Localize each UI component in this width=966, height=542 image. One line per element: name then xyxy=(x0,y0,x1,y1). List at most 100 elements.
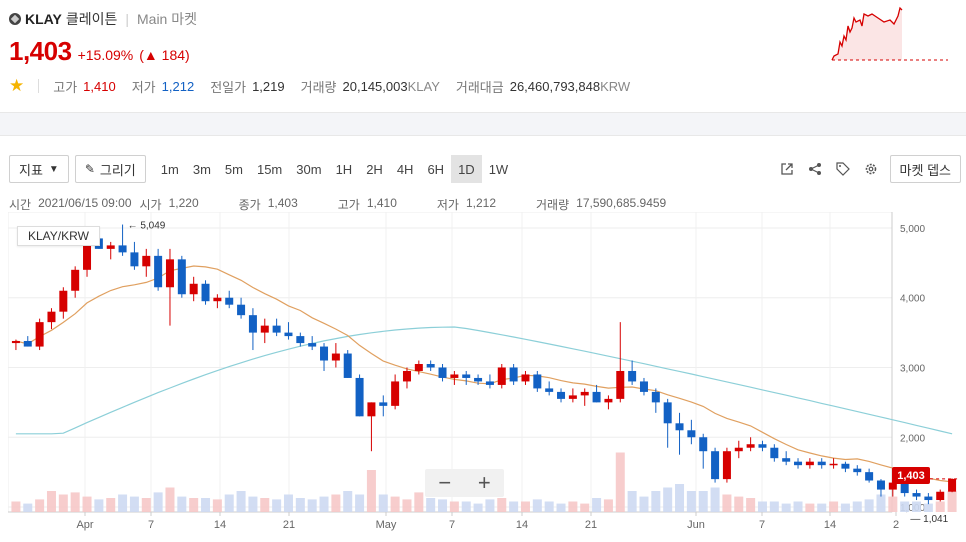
market-depth-button[interactable]: 마켓 뎁스 xyxy=(889,155,961,183)
period-selector: 1m 3m 5m 15m 30m 1H 2H 4H 6H 1D 1W xyxy=(154,155,515,183)
candle-body xyxy=(23,340,32,347)
volume-bar xyxy=(520,501,530,512)
candle-body xyxy=(248,315,257,333)
volume-bar xyxy=(497,498,507,512)
zoom-in-button[interactable]: + xyxy=(477,470,491,495)
candle-body xyxy=(320,346,329,361)
period-15m[interactable]: 15m xyxy=(256,161,283,177)
candle-body xyxy=(225,297,234,305)
period-2h[interactable]: 2H xyxy=(366,161,383,177)
volume-bar xyxy=(817,503,827,512)
period-6h[interactable]: 6H xyxy=(427,161,445,177)
popout-icon[interactable] xyxy=(778,160,796,178)
candle-body xyxy=(213,297,222,302)
volume-bar xyxy=(283,494,293,512)
candle-body xyxy=(106,245,115,249)
candle-body xyxy=(924,496,933,501)
indicator-button[interactable]: 지표 ▼ xyxy=(9,155,69,183)
share-icon[interactable] xyxy=(806,160,824,178)
stat-value-volume: 20,145,003 xyxy=(342,78,408,94)
period-30m[interactable]: 30m xyxy=(296,161,322,177)
current-price: 1,403 xyxy=(9,36,72,66)
candle-body xyxy=(485,381,494,385)
x-tick-label: 14 xyxy=(824,519,836,531)
period-4h[interactable]: 4H xyxy=(396,161,414,177)
period-1m[interactable]: 1m xyxy=(160,161,179,177)
volume-bar xyxy=(212,499,222,512)
candle-body xyxy=(876,480,885,490)
settings-gear-icon[interactable] xyxy=(862,160,880,178)
candle-body xyxy=(936,491,945,501)
volume-bar xyxy=(70,492,80,512)
volume-bar xyxy=(224,494,234,512)
volume-bar xyxy=(82,496,92,512)
volume-bar xyxy=(177,496,187,512)
moving-average-long xyxy=(15,326,953,435)
stat-label-prev-close: 전일가 xyxy=(210,79,247,95)
period-1w[interactable]: 1W xyxy=(488,161,509,177)
favorite-star-icon[interactable]: ★ xyxy=(9,76,25,95)
sparkline-chart xyxy=(831,6,948,61)
legend-close-label: 종가 xyxy=(238,198,261,212)
zoom-out-button[interactable]: − xyxy=(438,470,452,495)
coin-title-row: KLAY 클레이튼 | Main 마켓 xyxy=(9,9,197,29)
volume-bar xyxy=(912,501,922,512)
candlestick-chart[interactable]: 5,0004,0003,0002,0001,000Apr71421May7142… xyxy=(8,212,966,542)
candle-body xyxy=(770,447,779,459)
legend-open-label: 시가 xyxy=(139,198,162,212)
candle-body xyxy=(805,461,814,466)
volume-bar xyxy=(734,496,744,512)
volume-bar xyxy=(378,494,388,512)
candle-body xyxy=(272,325,281,333)
x-tick-label: 14 xyxy=(516,519,528,531)
indicator-label: 지표 xyxy=(19,162,43,178)
volume-bar xyxy=(544,501,554,512)
candle-body xyxy=(474,377,483,382)
candle-body xyxy=(865,472,874,481)
change-absolute-value: ▲ 184 xyxy=(143,47,186,63)
period-3m[interactable]: 3m xyxy=(192,161,211,177)
volume-bar xyxy=(11,501,21,512)
x-tick-label: 21 xyxy=(585,519,597,531)
candle-body xyxy=(35,322,44,347)
period-5m[interactable]: 5m xyxy=(224,161,243,177)
stat-label-volume: 거래량 xyxy=(300,79,337,95)
volume-bar xyxy=(757,501,767,512)
volume-bar xyxy=(829,501,839,512)
stat-value-high: 1,410 xyxy=(83,78,116,94)
stats-row: ★ 고가 1,410 저가 1,212 전일가 1,219 거래량 20,145,003… xyxy=(9,76,630,96)
candle-body xyxy=(545,388,554,392)
candle-body xyxy=(47,311,56,323)
volume-bar xyxy=(189,498,199,512)
volume-bar xyxy=(449,501,459,512)
volume-bar xyxy=(331,494,341,512)
candle-body xyxy=(580,391,589,396)
pair-label: KLAY/KRW xyxy=(17,226,100,246)
volume-bar xyxy=(592,498,602,512)
candle-body xyxy=(355,377,364,417)
section-divider-band xyxy=(0,112,966,136)
candle-body xyxy=(711,451,720,480)
volume-bar xyxy=(390,496,400,512)
period-1h[interactable]: 1H xyxy=(335,161,353,177)
period-1d[interactable]: 1D xyxy=(451,155,482,183)
max-price-marker: ← 5,049 xyxy=(128,221,166,232)
draw-label: 그리기 xyxy=(99,162,136,178)
ohlc-legend: 시간 2021/06/15 09:00 시가 1,220 종가 1,403 고가… xyxy=(9,196,673,213)
candle-body xyxy=(118,245,127,253)
volume-bar xyxy=(129,496,139,512)
volume-bar xyxy=(46,491,56,512)
x-tick-label: 7 xyxy=(449,519,455,531)
draw-button[interactable]: ✎ 그리기 xyxy=(74,155,146,183)
volume-bar xyxy=(603,499,613,512)
legend-low-label: 저가 xyxy=(436,198,459,212)
stat-unit-turnover: KRW xyxy=(600,78,631,94)
stat-unit-volume: KLAY xyxy=(407,78,440,94)
legend-high-label: 고가 xyxy=(337,198,360,212)
candle-body xyxy=(189,283,198,295)
volume-bar xyxy=(153,492,163,512)
volume-bar xyxy=(532,499,542,512)
tag-icon[interactable] xyxy=(834,160,852,178)
volume-bar xyxy=(675,484,685,512)
candle-body xyxy=(391,381,400,406)
